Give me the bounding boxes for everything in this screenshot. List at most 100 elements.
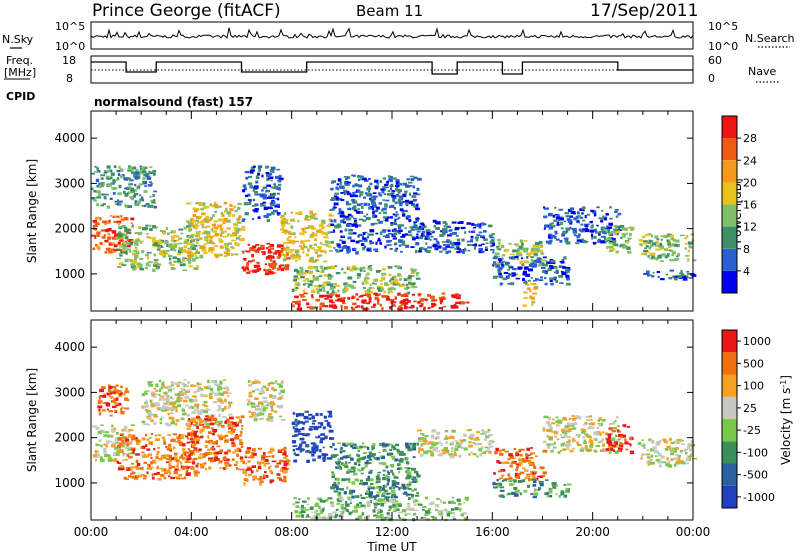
power-cell [103, 172, 107, 175]
power-cell [397, 225, 402, 229]
velocity-cell [307, 497, 310, 500]
power-cell [452, 294, 458, 299]
power-cell [163, 231, 166, 235]
power-cell [210, 250, 214, 254]
power-cell [290, 239, 296, 243]
velocity-cell [513, 487, 518, 490]
velocity-cell [135, 459, 139, 464]
power-cell [657, 255, 662, 259]
velocity-cell [295, 505, 300, 508]
velocity-cell [294, 433, 299, 437]
power-cell [515, 249, 520, 252]
power-cell [398, 305, 402, 308]
power-cell [379, 231, 383, 235]
power-cell [601, 209, 604, 212]
power-cell [123, 190, 126, 194]
velocity-cell [227, 422, 230, 425]
velocity-cell [523, 489, 528, 493]
power-cell [218, 238, 222, 242]
power-cell [125, 252, 128, 255]
power-cell [266, 174, 271, 178]
power-cell [517, 247, 520, 251]
power-cell [421, 297, 425, 301]
velocity-cell [107, 458, 113, 462]
power-cell [514, 255, 519, 259]
velocity-cell [121, 406, 124, 409]
power-cell [329, 295, 333, 299]
power-cell [397, 198, 402, 202]
velocity-cell [451, 446, 454, 451]
velocity-cell [240, 415, 245, 419]
velocity-cell [205, 415, 209, 417]
power-cell [421, 230, 426, 234]
power-cell [134, 255, 139, 259]
power-cell [369, 240, 372, 243]
power-cell [145, 262, 149, 267]
power-cell [316, 270, 320, 272]
power-cell [144, 204, 147, 208]
power-cell [124, 205, 129, 208]
power-cell [209, 241, 214, 244]
power-cell [431, 299, 436, 302]
velocity-cell [337, 458, 340, 462]
power-cell [300, 241, 305, 245]
power-cell [251, 218, 255, 221]
power-cell [323, 266, 329, 270]
velocity-cell [298, 421, 304, 424]
power-cell [600, 228, 604, 231]
velocity-cell [522, 479, 526, 483]
power-cell [558, 208, 564, 211]
velocity-cell [246, 479, 249, 482]
power-cell [204, 226, 208, 229]
velocity-cell [147, 416, 152, 421]
power-cell [137, 233, 142, 236]
velocity-cell [294, 431, 299, 433]
power-cell [337, 289, 340, 293]
velocity-cell [150, 391, 156, 395]
velocity-cell [254, 379, 259, 382]
velocity-cell [309, 426, 315, 428]
velocity-cell [379, 442, 382, 446]
velocity-cell [239, 420, 242, 424]
velocity-cell [406, 483, 412, 486]
velocity-cell [582, 423, 587, 426]
power-cell [203, 251, 208, 255]
power-cell [347, 236, 352, 240]
velocity-cell [376, 485, 379, 489]
velocity-cell [424, 513, 428, 516]
power-cell [304, 226, 307, 230]
power-cell [294, 236, 297, 239]
velocity-cell [371, 453, 376, 456]
velocity-cell [326, 457, 332, 460]
power-cell [307, 283, 313, 287]
power-cell [353, 205, 357, 208]
velocity-cell [131, 436, 135, 439]
power-cell [533, 285, 539, 288]
velocity-cell [348, 492, 353, 495]
power-cell [451, 243, 455, 247]
power-cell [281, 231, 285, 233]
power-cell [523, 266, 529, 270]
power-cell [564, 239, 568, 243]
power-cell [106, 165, 111, 169]
power-cell [497, 258, 503, 261]
power-cell [559, 240, 563, 243]
power-cell [245, 194, 249, 198]
velocity-cell [533, 492, 539, 496]
velocity-cell [190, 454, 193, 456]
velocity-cell [335, 508, 339, 511]
power-cell [643, 273, 648, 275]
power-cell [645, 245, 649, 248]
velocity-cell [397, 450, 400, 453]
power-cell [103, 196, 107, 199]
power-cell [253, 210, 259, 213]
power-cell [266, 177, 270, 182]
velocity-cell [211, 441, 214, 444]
power-cell [446, 234, 452, 237]
power-cell [92, 225, 96, 229]
velocity-cell [308, 413, 313, 416]
power-cell [638, 239, 643, 242]
velocity-cell [193, 409, 196, 412]
velocity-cell [187, 381, 191, 384]
velocity-cell [161, 436, 165, 439]
